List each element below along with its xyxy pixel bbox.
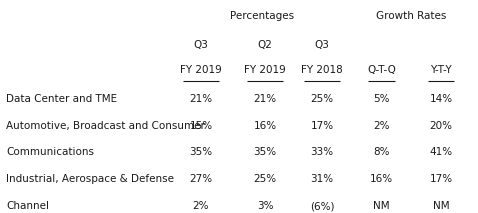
Text: 14%: 14% — [429, 94, 453, 104]
Text: 17%: 17% — [429, 174, 453, 184]
Text: 17%: 17% — [311, 121, 334, 131]
Text: 16%: 16% — [370, 174, 393, 184]
Text: FY 2019: FY 2019 — [244, 65, 286, 75]
Text: 16%: 16% — [253, 121, 277, 131]
Text: 35%: 35% — [253, 147, 277, 157]
Text: Percentages: Percentages — [230, 11, 294, 21]
Text: 41%: 41% — [429, 147, 453, 157]
Text: Y-T-Y: Y-T-Y — [430, 65, 452, 75]
Text: 21%: 21% — [189, 94, 213, 104]
Text: Industrial, Aerospace & Defense: Industrial, Aerospace & Defense — [6, 174, 174, 184]
Text: 33%: 33% — [311, 147, 334, 157]
Text: 5%: 5% — [373, 94, 390, 104]
Text: FY 2019: FY 2019 — [180, 65, 222, 75]
Text: 2%: 2% — [193, 201, 209, 211]
Text: 3%: 3% — [257, 201, 273, 211]
Text: FY 2018: FY 2018 — [301, 65, 343, 75]
Text: Q2: Q2 — [258, 40, 272, 50]
Text: Communications: Communications — [6, 147, 94, 157]
Text: Automotive, Broadcast and Consumer: Automotive, Broadcast and Consumer — [6, 121, 205, 131]
Text: Q3: Q3 — [315, 40, 330, 50]
Text: 21%: 21% — [253, 94, 277, 104]
Text: Channel: Channel — [6, 201, 49, 211]
Text: Data Center and TME: Data Center and TME — [6, 94, 117, 104]
Text: 27%: 27% — [189, 174, 213, 184]
Text: 31%: 31% — [311, 174, 334, 184]
Text: 25%: 25% — [253, 174, 277, 184]
Text: 20%: 20% — [429, 121, 453, 131]
Text: 8%: 8% — [373, 147, 390, 157]
Text: NM: NM — [373, 201, 390, 211]
Text: 25%: 25% — [311, 94, 334, 104]
Text: Q3: Q3 — [194, 40, 208, 50]
Text: (6%): (6%) — [310, 201, 335, 211]
Text: NM: NM — [433, 201, 449, 211]
Text: 2%: 2% — [373, 121, 390, 131]
Text: Q-T-Q: Q-T-Q — [367, 65, 396, 75]
Text: Growth Rates: Growth Rates — [376, 11, 446, 21]
Text: 35%: 35% — [189, 147, 213, 157]
Text: 15%: 15% — [189, 121, 213, 131]
